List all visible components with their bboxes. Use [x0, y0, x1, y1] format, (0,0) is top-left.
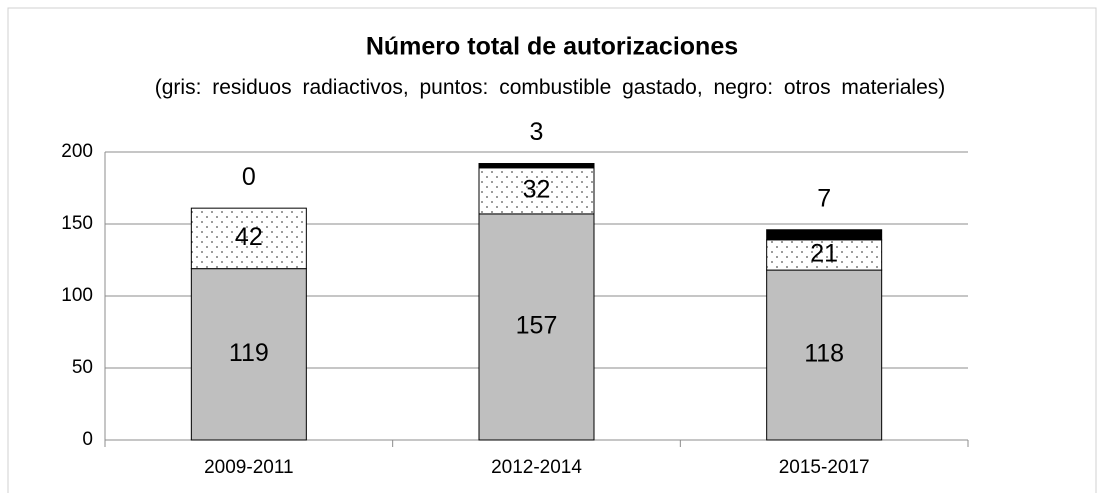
bar-segment — [766, 229, 883, 241]
bar-segment — [766, 269, 883, 441]
x-tick-label: 2012-2014 — [491, 457, 582, 478]
y-tick-label: 0 — [82, 429, 93, 450]
x-tick-label: 2015-2017 — [779, 457, 870, 478]
bar-segment — [190, 268, 307, 441]
data-label: 3 — [530, 118, 544, 146]
y-tick-label: 50 — [72, 357, 93, 378]
bar-segment — [478, 213, 595, 441]
chart-frame — [7, 7, 1097, 493]
data-label: 157 — [516, 312, 558, 340]
y-tick-label: 100 — [61, 285, 93, 306]
data-label: 0 — [242, 163, 256, 191]
data-label: 42 — [235, 223, 263, 251]
data-label: 21 — [810, 240, 838, 268]
y-tick-label: 200 — [61, 141, 93, 162]
y-tick-label: 150 — [61, 213, 93, 234]
data-label: 32 — [523, 175, 551, 203]
data-label: 118 — [804, 340, 844, 368]
bar-segment — [478, 163, 595, 169]
data-label: 119 — [229, 339, 269, 367]
chart-title: Número total de autorizaciones — [366, 33, 738, 61]
bar-segment — [766, 239, 883, 271]
chart-subtitle: (gris: residuos radiactivos, puntos: com… — [154, 76, 946, 99]
data-label: 7 — [817, 184, 831, 212]
bar-segment — [478, 167, 595, 215]
x-tick-label: 2009-2011 — [204, 457, 293, 478]
bar-segment — [190, 207, 307, 270]
